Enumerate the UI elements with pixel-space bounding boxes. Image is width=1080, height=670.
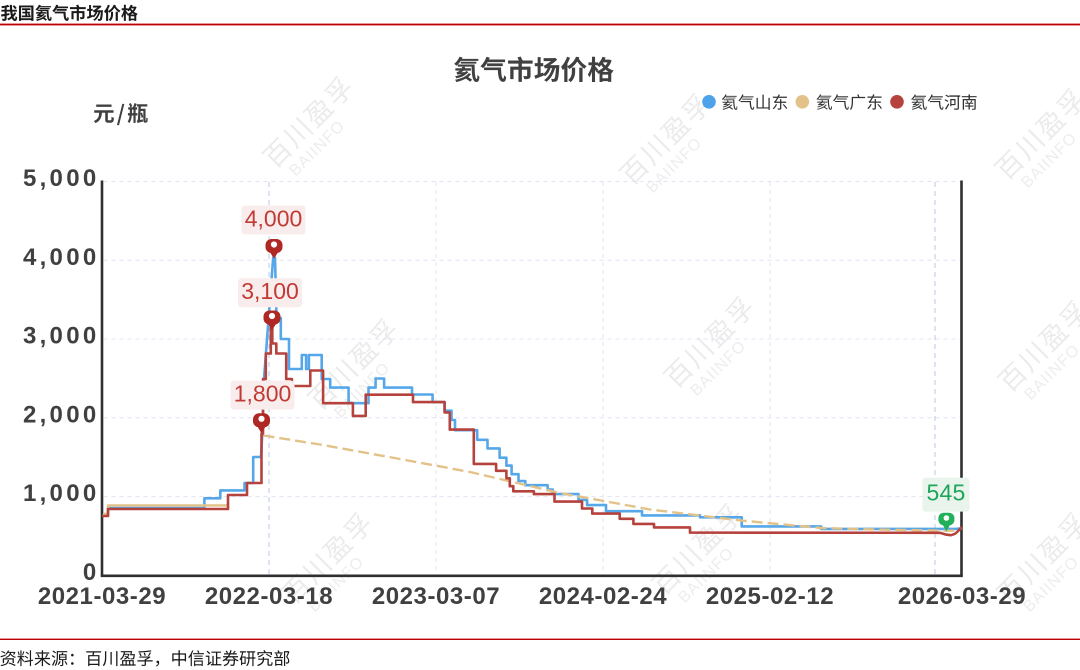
svg-text:2023-03-07: 2023-03-07 bbox=[372, 583, 500, 610]
svg-text:5,000: 5,000 bbox=[23, 165, 100, 192]
svg-text:545: 545 bbox=[927, 480, 966, 506]
svg-text:2022-03-18: 2022-03-18 bbox=[205, 583, 333, 610]
svg-text:3,000: 3,000 bbox=[23, 323, 100, 350]
svg-text:4,000: 4,000 bbox=[23, 244, 100, 271]
svg-text:2025-02-12: 2025-02-12 bbox=[706, 583, 834, 610]
svg-text:2021-03-29: 2021-03-29 bbox=[38, 583, 166, 610]
svg-text:1,800: 1,800 bbox=[234, 381, 292, 407]
svg-text:4,000: 4,000 bbox=[245, 206, 303, 232]
svg-text:1,000: 1,000 bbox=[23, 480, 100, 507]
svg-text:3,100: 3,100 bbox=[241, 278, 299, 304]
svg-text:2026-03-29: 2026-03-29 bbox=[898, 583, 1026, 610]
svg-text:2024-02-24: 2024-02-24 bbox=[539, 583, 667, 610]
svg-text:0: 0 bbox=[83, 559, 100, 586]
svg-text:2,000: 2,000 bbox=[23, 401, 100, 428]
